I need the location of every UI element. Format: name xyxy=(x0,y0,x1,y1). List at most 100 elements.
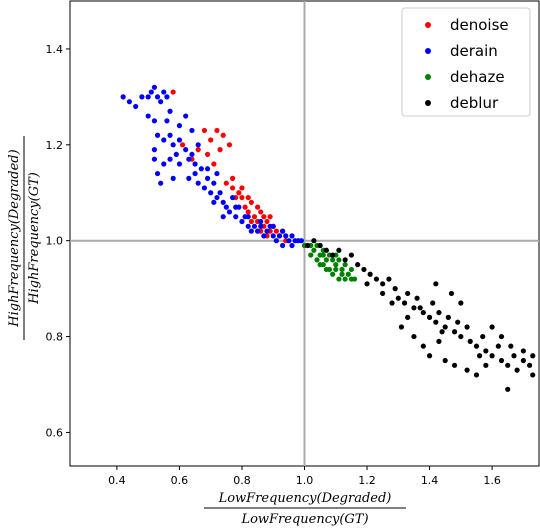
deblur-point xyxy=(361,266,367,273)
derain-point xyxy=(170,175,176,181)
deblur-point xyxy=(514,367,520,373)
deblur-point xyxy=(355,262,361,268)
derain-point xyxy=(283,233,289,239)
derain-point xyxy=(239,218,245,225)
denoise-point xyxy=(220,132,226,138)
derain-point xyxy=(223,204,229,210)
deblur-point xyxy=(520,357,526,364)
dehaze-point xyxy=(330,271,336,277)
derain-point xyxy=(167,156,173,162)
derain-point xyxy=(173,151,179,158)
x-tick-label: 1.4 xyxy=(421,474,439,487)
deblur-point xyxy=(458,300,464,306)
denoise-point xyxy=(229,175,236,181)
dehaze-point xyxy=(342,262,348,268)
x-tick-label: 0.4 xyxy=(108,474,126,487)
deblur-point xyxy=(483,362,489,368)
deblur-point xyxy=(411,305,417,311)
denoise-point xyxy=(226,142,233,148)
deblur-point xyxy=(305,242,311,249)
deblur-point xyxy=(451,362,458,368)
deblur-point xyxy=(439,329,445,335)
y-tick-label: 1.2 xyxy=(46,139,64,152)
deblur-point xyxy=(498,357,505,364)
deblur-point xyxy=(530,353,536,359)
deblur-point xyxy=(323,247,329,253)
deblur-point xyxy=(448,290,455,297)
denoise-point xyxy=(258,209,264,215)
deblur-point xyxy=(530,372,536,378)
deblur-point xyxy=(364,281,370,287)
derain-point xyxy=(151,84,158,90)
deblur-point xyxy=(398,324,405,330)
derain-point xyxy=(151,156,158,162)
denoise-point xyxy=(273,228,279,234)
derain-point xyxy=(192,170,198,177)
y-axis-label: HighFrequency(Degraded) HighFrequency(GT… xyxy=(7,136,42,340)
derain-point xyxy=(133,103,139,110)
series-derain xyxy=(120,84,304,249)
deblur-point xyxy=(467,338,473,344)
legend-marker xyxy=(425,100,431,106)
y-tick-label: 0.8 xyxy=(46,331,64,344)
deblur-point xyxy=(433,319,439,325)
y-tick-label: 0.6 xyxy=(46,426,64,439)
deblur-point xyxy=(348,252,354,258)
denoise-point xyxy=(248,218,254,225)
derain-point xyxy=(195,142,201,148)
derain-point xyxy=(245,214,251,220)
derain-point xyxy=(255,228,261,234)
denoise-point xyxy=(217,147,223,153)
derain-point xyxy=(226,209,233,215)
derain-point xyxy=(204,166,211,172)
derain-point xyxy=(151,118,158,124)
series-deblur xyxy=(305,238,536,392)
derain-point xyxy=(151,147,158,153)
x-axis-label: LowFrequency(Degraded) LowFrequency(GT) xyxy=(204,491,406,527)
dehaze-point xyxy=(348,276,354,282)
derain-point xyxy=(154,170,161,177)
derain-point xyxy=(161,137,167,143)
deblur-point xyxy=(489,324,495,330)
derain-point xyxy=(273,238,279,244)
deblur-point xyxy=(426,314,433,320)
derain-point xyxy=(183,113,189,119)
deblur-point xyxy=(436,338,442,344)
derain-point xyxy=(145,94,151,100)
denoise-point xyxy=(236,190,242,196)
x-tick-label: 1.6 xyxy=(483,474,501,487)
deblur-point xyxy=(426,353,433,359)
dehaze-point xyxy=(308,252,314,258)
x-tick-label: 0.8 xyxy=(233,474,251,487)
deblur-point xyxy=(505,362,511,368)
dehaze-point xyxy=(336,276,342,282)
derain-point xyxy=(280,228,286,234)
deblur-point xyxy=(392,286,398,292)
derain-point xyxy=(261,233,267,239)
derain-point xyxy=(251,223,258,229)
denoise-point xyxy=(223,180,229,186)
deblur-point xyxy=(336,247,342,253)
denoise-point xyxy=(267,214,273,220)
legend-box xyxy=(401,7,531,117)
deblur-point xyxy=(380,290,386,297)
x-tick-label: 1.0 xyxy=(296,474,314,487)
denoise-point xyxy=(208,137,214,143)
derain-point xyxy=(211,199,217,205)
denoise-point xyxy=(242,204,248,210)
denoise-point xyxy=(179,142,186,148)
dehaze-point xyxy=(320,262,326,268)
derain-point xyxy=(170,142,176,148)
derain-point xyxy=(270,233,276,239)
derain-point xyxy=(189,127,195,134)
derain-point xyxy=(161,89,167,95)
deblur-point xyxy=(445,314,451,320)
dehaze-point xyxy=(342,276,348,282)
legend-item-derain: derain xyxy=(425,42,498,60)
deblur-point xyxy=(395,295,401,301)
legend: denoise derain dehaze deblur xyxy=(401,7,531,117)
derain-point xyxy=(214,170,220,177)
denoise-point xyxy=(170,89,176,95)
legend-item-denoise: denoise xyxy=(425,16,509,34)
